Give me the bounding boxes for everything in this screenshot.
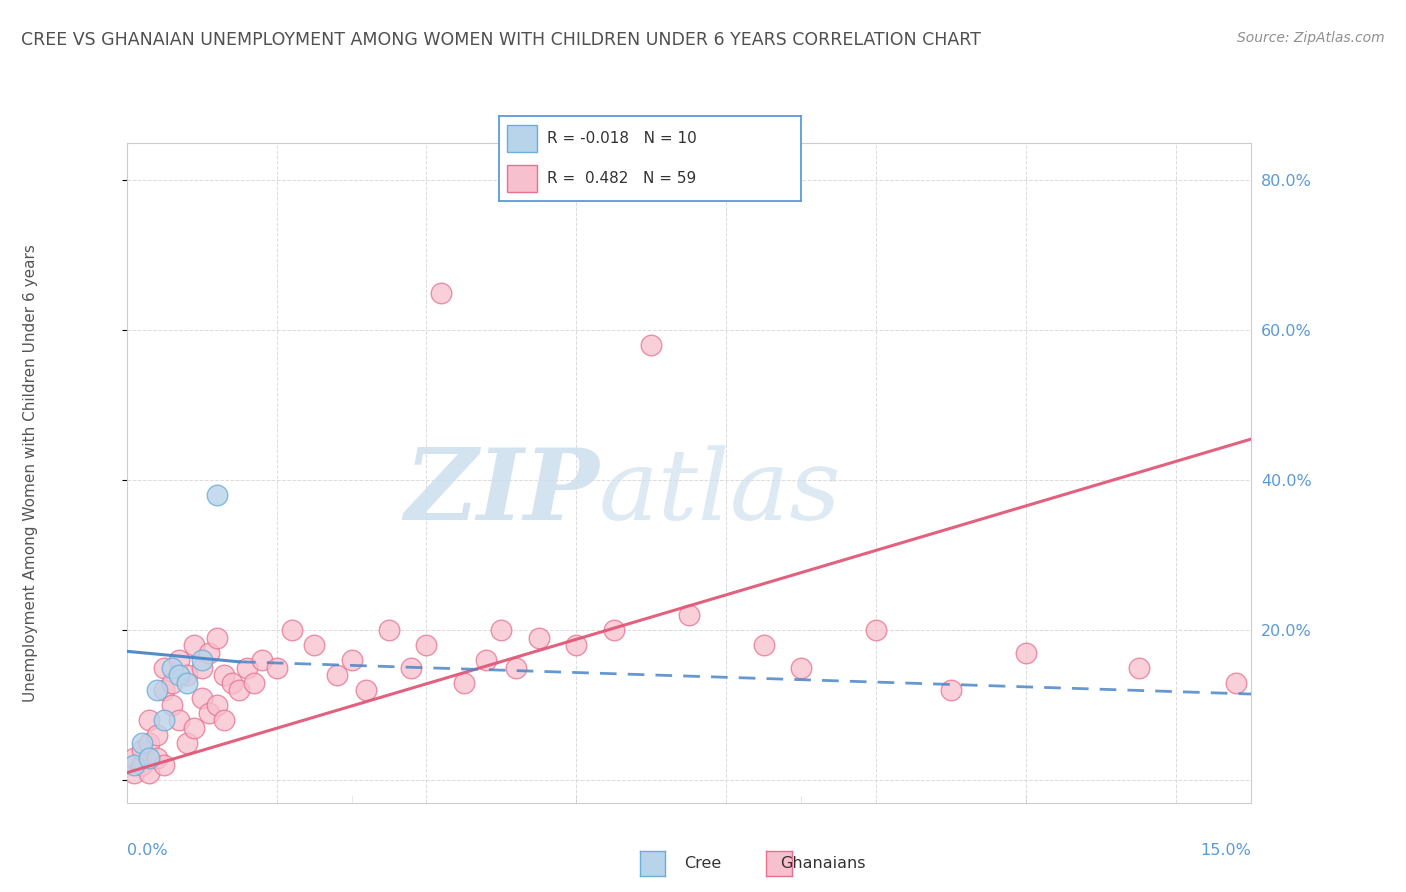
- Point: [138, 736, 160, 750]
- Point: [145, 728, 167, 742]
- Point: [131, 758, 153, 772]
- Point: [527, 631, 550, 645]
- Point: [603, 624, 626, 638]
- Point: [190, 661, 212, 675]
- Point: [183, 638, 205, 652]
- Point: [138, 765, 160, 780]
- Point: [430, 285, 453, 300]
- Point: [865, 624, 887, 638]
- Point: [190, 653, 212, 667]
- Point: [153, 661, 176, 675]
- Point: [122, 765, 145, 780]
- Text: Ghanaians: Ghanaians: [780, 856, 865, 871]
- Text: atlas: atlas: [599, 445, 842, 541]
- Point: [167, 668, 190, 682]
- Point: [122, 758, 145, 772]
- Point: [205, 698, 228, 713]
- Point: [340, 653, 363, 667]
- Point: [145, 751, 167, 765]
- Point: [415, 638, 437, 652]
- Point: [183, 721, 205, 735]
- Point: [198, 706, 221, 720]
- Point: [280, 624, 302, 638]
- Point: [678, 608, 700, 623]
- Bar: [506, 125, 537, 153]
- Point: [565, 638, 588, 652]
- Text: ZIP: ZIP: [404, 444, 599, 541]
- Point: [302, 638, 325, 652]
- Bar: [506, 165, 537, 192]
- Point: [453, 675, 475, 690]
- Text: 0.0%: 0.0%: [127, 843, 167, 858]
- Point: [243, 675, 266, 690]
- Point: [491, 624, 513, 638]
- Point: [153, 714, 176, 728]
- Text: Source: ZipAtlas.com: Source: ZipAtlas.com: [1237, 31, 1385, 45]
- Text: 15.0%: 15.0%: [1201, 843, 1251, 858]
- Text: CREE VS GHANAIAN UNEMPLOYMENT AMONG WOMEN WITH CHILDREN UNDER 6 YEARS CORRELATIO: CREE VS GHANAIAN UNEMPLOYMENT AMONG WOME…: [21, 31, 981, 49]
- Point: [752, 638, 775, 652]
- Point: [1225, 675, 1247, 690]
- Text: R = -0.018   N = 10: R = -0.018 N = 10: [547, 131, 697, 146]
- Point: [190, 690, 212, 705]
- Point: [790, 661, 813, 675]
- Point: [138, 751, 160, 765]
- Point: [378, 624, 401, 638]
- Point: [475, 653, 498, 667]
- Text: Unemployment Among Women with Children Under 6 years: Unemployment Among Women with Children U…: [24, 244, 38, 702]
- Text: Cree: Cree: [685, 856, 721, 871]
- Point: [145, 683, 167, 698]
- Point: [138, 714, 160, 728]
- Point: [176, 736, 198, 750]
- Point: [167, 714, 190, 728]
- Point: [205, 488, 228, 502]
- Point: [131, 736, 153, 750]
- Point: [228, 683, 250, 698]
- Point: [325, 668, 347, 682]
- Point: [235, 661, 257, 675]
- Point: [640, 338, 662, 352]
- Point: [198, 646, 221, 660]
- Point: [212, 668, 235, 682]
- Point: [160, 698, 183, 713]
- Point: [401, 661, 423, 675]
- Text: R =  0.482   N = 59: R = 0.482 N = 59: [547, 171, 697, 186]
- Point: [205, 631, 228, 645]
- Point: [153, 758, 176, 772]
- Point: [160, 661, 183, 675]
- Point: [160, 675, 183, 690]
- Point: [356, 683, 378, 698]
- Point: [176, 668, 198, 682]
- Point: [1015, 646, 1038, 660]
- Point: [212, 714, 235, 728]
- Point: [505, 661, 527, 675]
- Point: [122, 751, 145, 765]
- Point: [176, 675, 198, 690]
- Point: [266, 661, 288, 675]
- Point: [167, 653, 190, 667]
- Point: [250, 653, 273, 667]
- Point: [941, 683, 963, 698]
- Point: [153, 683, 176, 698]
- Point: [221, 675, 243, 690]
- Point: [131, 743, 153, 757]
- Point: [1128, 661, 1150, 675]
